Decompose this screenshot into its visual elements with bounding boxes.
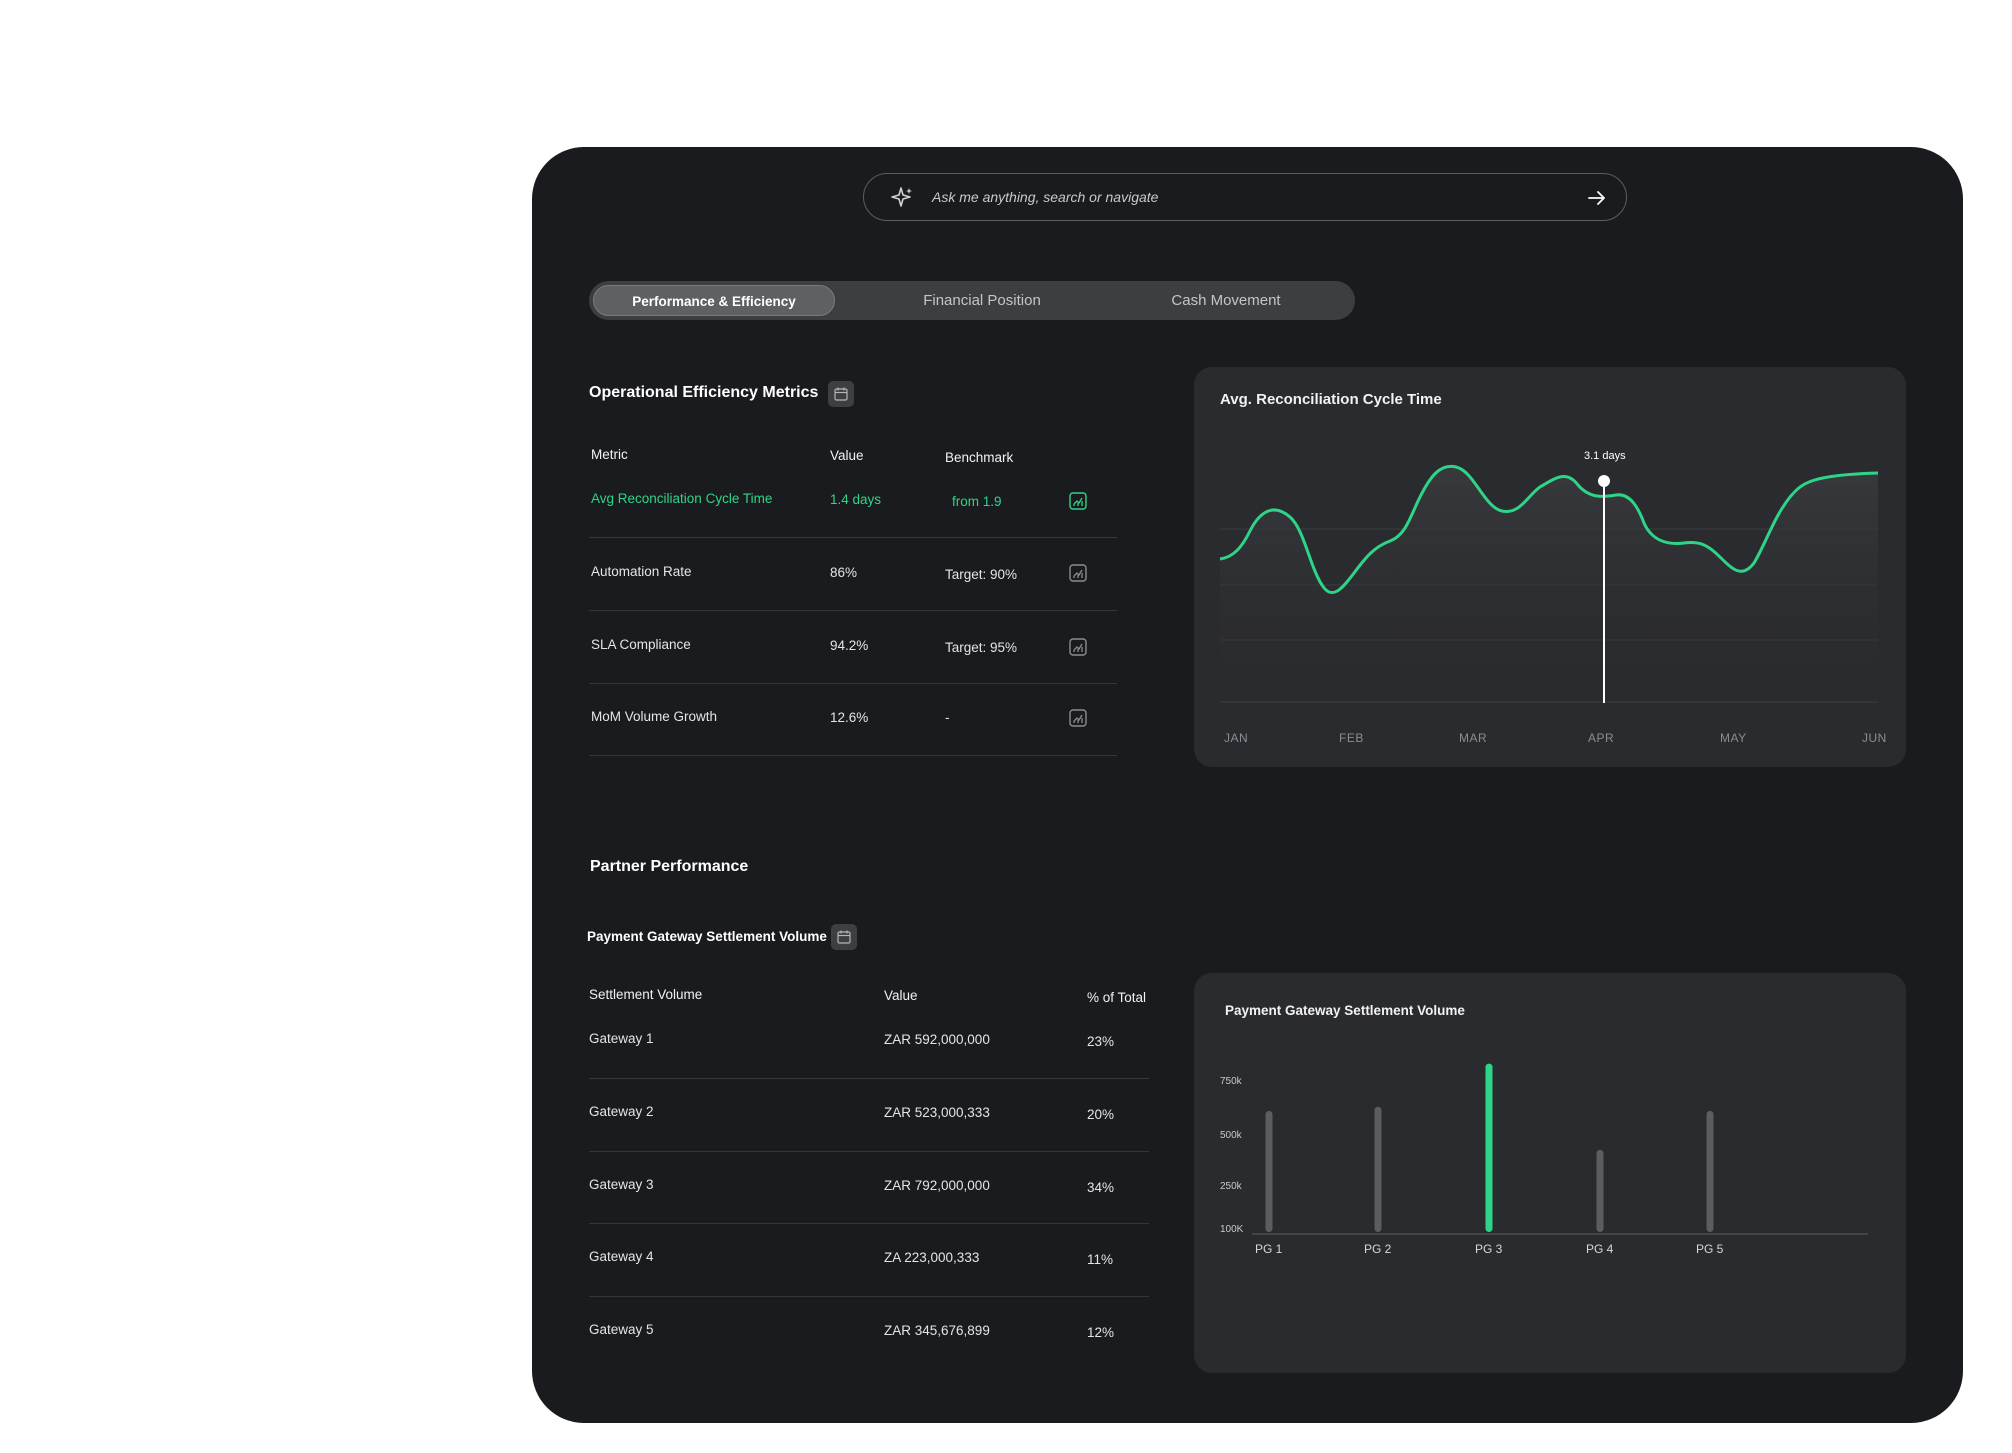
tab-financial-position[interactable]: Financial Position [923, 292, 1041, 309]
bar-pg-1[interactable] [1265, 1110, 1273, 1232]
calendar-icon[interactable] [831, 924, 857, 950]
row-divider [589, 1296, 1149, 1297]
hover-point[interactable] [1598, 475, 1610, 487]
line-series [1219, 464, 1879, 594]
dashboard-panel: Ask me anything, search or navigate Perf… [532, 147, 1963, 1423]
gateway-value: ZA 223,000,333 [884, 1250, 980, 1265]
partner-subtitle: Payment Gateway Settlement Volume [587, 929, 827, 944]
recon-chart-card: Avg. Reconciliation Cycle Time 3.1 days … [1194, 367, 1906, 767]
row-divider [589, 537, 1117, 538]
calendar-icon[interactable] [828, 381, 854, 407]
tab-cash-movement[interactable]: Cash Movement [1171, 292, 1281, 309]
gateway-name: Gateway 3 [589, 1177, 654, 1192]
search-input[interactable]: Ask me anything, search or navigate [932, 189, 1159, 205]
tab-bar: Performance & Efficiency Financial Posit… [589, 281, 1355, 320]
metric-name: Avg Reconciliation Cycle Time [591, 491, 773, 506]
x-tick-label: PG 2 [1364, 1242, 1392, 1256]
recon-chart-title: Avg. Reconciliation Cycle Time [1220, 391, 1442, 408]
metric-value: 86% [830, 565, 858, 580]
chart-view-icon[interactable] [1068, 637, 1088, 657]
metric-value: 12.6% [830, 710, 869, 725]
row-divider [589, 1223, 1149, 1224]
col-header-value: Value [830, 448, 864, 463]
chart-view-icon[interactable] [1068, 491, 1088, 511]
x-tick-label: MAR [1459, 731, 1488, 745]
line-area-fill [1220, 466, 1878, 702]
row-divider [589, 1078, 1149, 1079]
gateway-value: ZAR 592,000,000 [884, 1032, 990, 1047]
settlement-chart-card: Payment Gateway Settlement Volume 750k 5… [1194, 973, 1906, 1373]
metric-value: 1.4 days [830, 492, 882, 507]
x-tick-label: JUN [1862, 731, 1887, 745]
gateway-value: ZAR 792,000,000 [884, 1178, 990, 1193]
col-header-settlement: Settlement Volume [589, 987, 703, 1002]
gateway-name: Gateway 5 [589, 1322, 654, 1337]
x-tick-label: PG 4 [1586, 1242, 1614, 1256]
row-divider [589, 610, 1117, 611]
settlement-bar-chart [1252, 1063, 1868, 1235]
search-bar[interactable]: Ask me anything, search or navigate [863, 173, 1627, 221]
gateway-pct: 20% [1087, 1107, 1115, 1122]
arrow-right-icon[interactable] [1586, 187, 1608, 209]
gateway-name: Gateway 1 [589, 1031, 654, 1046]
recon-line-chart [1219, 464, 1879, 703]
gateway-value: ZAR 523,000,333 [884, 1105, 990, 1120]
x-tick-label: PG 3 [1475, 1242, 1503, 1256]
ops-metrics-title: Operational Efficiency Metrics [589, 384, 819, 401]
x-tick-label: JAN [1224, 731, 1249, 745]
col-header-pct: % of Total [1087, 990, 1147, 1005]
y-tick-label: 100K [1220, 1224, 1244, 1235]
bar-pg-4[interactable] [1596, 1149, 1604, 1232]
metric-benchmark: - [945, 710, 950, 725]
col-header-benchmark: Benchmark [945, 450, 1014, 465]
row-divider [589, 683, 1117, 684]
metric-benchmark: Target: 90% [945, 567, 1018, 582]
x-tick-label: APR [1588, 731, 1615, 745]
x-tick-label: PG 5 [1696, 1242, 1724, 1256]
sparkle-icon [890, 186, 914, 210]
gateway-name: Gateway 2 [589, 1104, 654, 1119]
gateway-pct: 12% [1087, 1325, 1115, 1340]
x-tick-label: MAY [1720, 731, 1747, 745]
metric-name: MoM Volume Growth [591, 709, 718, 724]
gateway-pct: 34% [1087, 1180, 1115, 1195]
tab-performance-efficiency[interactable]: Performance & Efficiency [593, 285, 835, 316]
settlement-chart-title: Payment Gateway Settlement Volume [1225, 1003, 1465, 1018]
col-header-metric: Metric [591, 447, 628, 462]
row-divider [589, 1151, 1149, 1152]
metric-value: 94.2% [830, 638, 869, 653]
gateway-pct: 11% [1087, 1252, 1114, 1267]
partner-performance-title: Partner Performance [590, 858, 749, 875]
row-divider [589, 755, 1117, 756]
metric-benchmark: from 1.9 [952, 494, 1002, 509]
gateway-name: Gateway 4 [589, 1249, 654, 1264]
bar-pg-2[interactable] [1374, 1106, 1382, 1232]
chart-view-icon[interactable] [1068, 708, 1088, 728]
gateway-pct: 23% [1087, 1034, 1115, 1049]
x-tick-label: PG 1 [1255, 1242, 1283, 1256]
gateway-value: ZAR 345,676,899 [884, 1323, 990, 1338]
y-tick-label: 250k [1220, 1181, 1242, 1192]
metric-name: SLA Compliance [591, 637, 691, 652]
metric-name: Automation Rate [591, 564, 692, 579]
bar-pg-5[interactable] [1706, 1110, 1714, 1232]
bar-pg-3[interactable] [1485, 1063, 1493, 1232]
col-header-value: Value [884, 988, 918, 1003]
y-tick-label: 750k [1220, 1076, 1242, 1087]
metric-benchmark: Target: 95% [945, 640, 1018, 655]
chart-view-icon[interactable] [1068, 563, 1088, 583]
y-tick-label: 500k [1220, 1130, 1242, 1141]
tooltip-label: 3.1 days [1584, 450, 1626, 462]
x-tick-label: FEB [1339, 731, 1364, 745]
